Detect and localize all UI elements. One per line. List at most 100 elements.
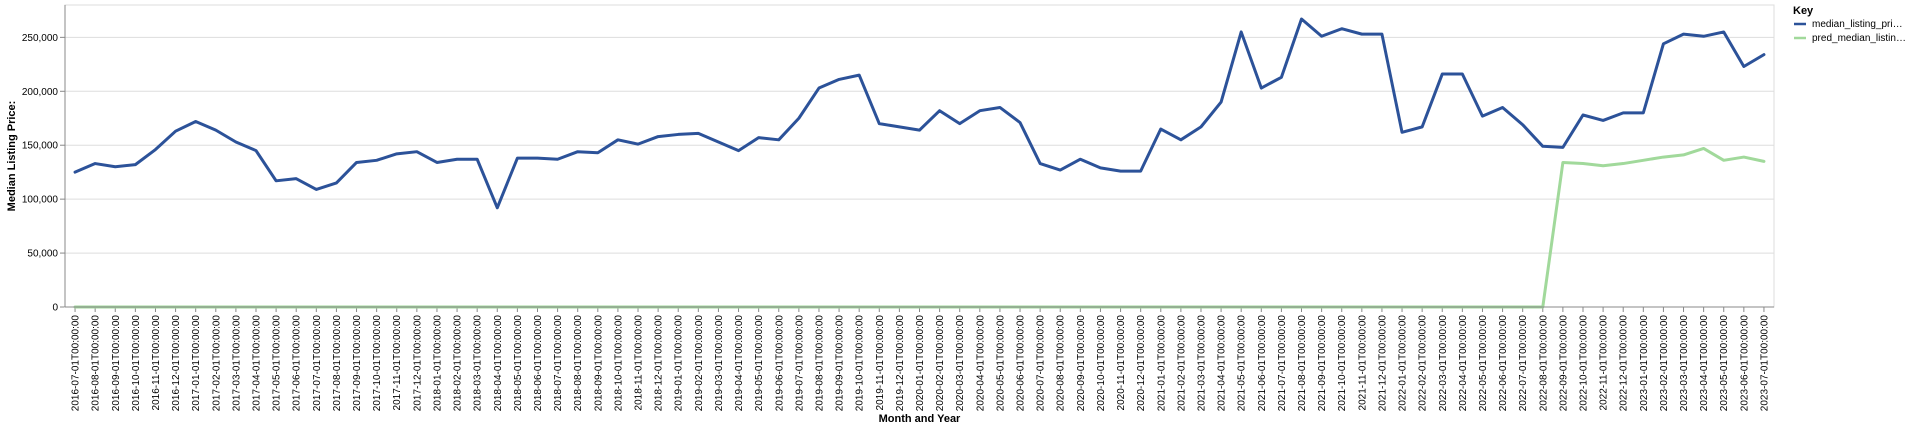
y-tick-label: 250,000 — [22, 33, 59, 44]
x-tick-label: 2021-05-01T00:00:00 — [1237, 315, 1248, 412]
x-tick-label: 2023-05-01T00:00:00 — [1719, 315, 1730, 412]
x-tick-label: 2017-06-01T00:00:00 — [292, 315, 303, 412]
y-tick-label: 0 — [52, 303, 58, 314]
x-tick-label: 2023-01-01T00:00:00 — [1639, 315, 1650, 412]
x-tick-label: 2021-08-01T00:00:00 — [1297, 315, 1308, 412]
x-tick-label: 2016-11-01T00:00:00 — [151, 315, 162, 411]
x-tick-label: 2019-05-01T00:00:00 — [754, 315, 765, 412]
x-tick-label: 2021-12-01T00:00:00 — [1377, 315, 1388, 412]
x-tick-label: 2021-02-01T00:00:00 — [1176, 315, 1187, 412]
x-tick-label: 2020-08-01T00:00:00 — [1056, 315, 1067, 412]
x-tick-label: 2019-10-01T00:00:00 — [855, 315, 866, 412]
y-tick-label: 100,000 — [22, 195, 59, 206]
x-tick-label: 2019-07-01T00:00:00 — [794, 315, 805, 412]
x-tick-label: 2023-06-01T00:00:00 — [1739, 315, 1750, 412]
x-tick-label: 2020-07-01T00:00:00 — [1036, 315, 1047, 412]
x-tick-label: 2019-03-01T00:00:00 — [714, 315, 725, 412]
x-tick-label: 2017-03-01T00:00:00 — [231, 315, 242, 412]
x-tick-label: 2020-01-01T00:00:00 — [915, 315, 926, 412]
x-tick-label: 2018-09-01T00:00:00 — [593, 315, 604, 412]
x-tick-label: 2020-12-01T00:00:00 — [1136, 315, 1147, 412]
series-lines — [73, 17, 1766, 309]
x-tick-label: 2018-03-01T00:00:00 — [473, 315, 484, 412]
series-line-2 — [73, 146, 1766, 309]
x-tick-label: 2017-07-01T00:00:00 — [312, 315, 323, 412]
x-tick-label: 2019-08-01T00:00:00 — [814, 315, 825, 412]
x-tick-label: 2022-02-01T00:00:00 — [1418, 315, 1429, 412]
x-tick-label: 2020-10-01T00:00:00 — [1096, 315, 1107, 412]
x-tick-label: 2021-09-01T00:00:00 — [1317, 315, 1328, 412]
x-tick-label: 2018-11-01T00:00:00 — [634, 315, 645, 411]
y-tick-label: 50,000 — [27, 249, 58, 260]
x-tick-label: 2022-05-01T00:00:00 — [1478, 315, 1489, 412]
x-tick-label: 2017-01-01T00:00:00 — [191, 315, 202, 412]
x-tick-label: 2019-12-01T00:00:00 — [895, 315, 906, 412]
x-tick-label: 2019-02-01T00:00:00 — [694, 315, 705, 412]
x-tick-label: 2019-04-01T00:00:00 — [734, 315, 745, 412]
legend: Key median_listing_pri… pred_median_listi… — [1793, 5, 1906, 44]
x-tick-label: 2022-01-01T00:00:00 — [1398, 315, 1409, 412]
x-tick-label: 2020-02-01T00:00:00 — [935, 315, 946, 412]
x-tick-label: 2022-11-01T00:00:00 — [1599, 315, 1610, 411]
x-tick-label: 2020-06-01T00:00:00 — [1016, 315, 1027, 412]
x-tick-label: 2022-04-01T00:00:00 — [1458, 315, 1469, 412]
x-tick-label: 2022-07-01T00:00:00 — [1518, 315, 1529, 412]
x-tick-label: 2021-11-01T00:00:00 — [1357, 315, 1368, 411]
x-tick-label: 2022-03-01T00:00:00 — [1438, 315, 1449, 412]
x-tick-label: 2016-10-01T00:00:00 — [131, 315, 142, 412]
x-tick-label: 2019-06-01T00:00:00 — [774, 315, 785, 412]
legend-title: Key — [1793, 5, 1814, 17]
x-tick-label: 2022-08-01T00:00:00 — [1538, 315, 1549, 412]
x-axis-title: Month and Year — [879, 413, 961, 425]
x-tick-label: 2022-09-01T00:00:00 — [1558, 315, 1569, 412]
x-tick-label: 2022-10-01T00:00:00 — [1578, 315, 1589, 412]
plot-frame — [64, 4, 1775, 308]
x-tick-label: 2023-04-01T00:00:00 — [1699, 315, 1710, 412]
x-tick-label: 2021-04-01T00:00:00 — [1217, 315, 1228, 412]
x-tick-label: 2021-06-01T00:00:00 — [1257, 315, 1268, 412]
x-tick-label: 2016-07-01T00:00:00 — [71, 315, 82, 412]
x-tick-label: 2018-07-01T00:00:00 — [553, 315, 564, 412]
x-tick-label: 2023-03-01T00:00:00 — [1679, 315, 1690, 412]
x-axis: 2016-07-01T00:00:00 2016-08-01T00:00:00 20… — [71, 307, 1770, 412]
legend-label: pred_median_listin… — [1812, 33, 1906, 44]
x-tick-label: 2021-07-01T00:00:00 — [1277, 315, 1288, 412]
x-tick-label: 2016-09-01T00:00:00 — [111, 315, 122, 412]
series-line-1 — [73, 17, 1766, 210]
gridlines — [65, 36, 1774, 308]
x-tick-label: 2017-05-01T00:00:00 — [272, 315, 283, 412]
x-tick-label: 2021-01-01T00:00:00 — [1156, 315, 1167, 412]
x-tick-label: 2017-11-01T00:00:00 — [392, 315, 403, 411]
x-tick-label: 2018-12-01T00:00:00 — [654, 315, 665, 412]
x-tick-label: 2020-03-01T00:00:00 — [955, 315, 966, 412]
x-tick-label: 2017-12-01T00:00:00 — [412, 315, 423, 412]
x-tick-label: 2022-12-01T00:00:00 — [1619, 315, 1630, 412]
x-tick-label: 2019-01-01T00:00:00 — [674, 315, 685, 412]
y-axis: 0 50,000 100,000 150,000 200,000 250,000 — [22, 33, 65, 314]
x-tick-label: 2017-08-01T00:00:00 — [332, 315, 343, 412]
x-tick-label: 2018-04-01T00:00:00 — [493, 315, 504, 412]
x-tick-label: 2018-10-01T00:00:00 — [613, 315, 624, 412]
x-tick-label: 2018-08-01T00:00:00 — [573, 315, 584, 412]
x-tick-label: 2020-04-01T00:00:00 — [975, 315, 986, 412]
x-tick-label: 2022-06-01T00:00:00 — [1498, 315, 1509, 412]
x-tick-label: 2017-04-01T00:00:00 — [252, 315, 263, 412]
legend-label: median_listing_pri… — [1812, 19, 1903, 30]
x-tick-label: 2021-10-01T00:00:00 — [1337, 315, 1348, 412]
x-tick-label: 2016-08-01T00:00:00 — [91, 315, 102, 412]
x-tick-label: 2019-11-01T00:00:00 — [875, 315, 886, 411]
x-tick-label: 2019-09-01T00:00:00 — [835, 315, 846, 412]
y-tick-label: 150,000 — [22, 141, 59, 152]
x-tick-label: 2020-05-01T00:00:00 — [995, 315, 1006, 412]
y-axis-title: Median Listing Price: — [6, 101, 18, 212]
x-tick-label: 2021-03-01T00:00:00 — [1196, 315, 1207, 412]
x-tick-label: 2016-12-01T00:00:00 — [171, 315, 182, 412]
x-tick-label: 2017-09-01T00:00:00 — [352, 315, 363, 412]
x-tick-label: 2018-06-01T00:00:00 — [533, 315, 544, 412]
y-tick-label: 200,000 — [22, 87, 59, 98]
x-tick-label: 2017-10-01T00:00:00 — [372, 315, 383, 412]
x-tick-label: 2023-02-01T00:00:00 — [1659, 315, 1670, 412]
x-tick-label: 2018-02-01T00:00:00 — [453, 315, 464, 412]
x-tick-label: 2023-07-01T00:00:00 — [1759, 315, 1770, 412]
